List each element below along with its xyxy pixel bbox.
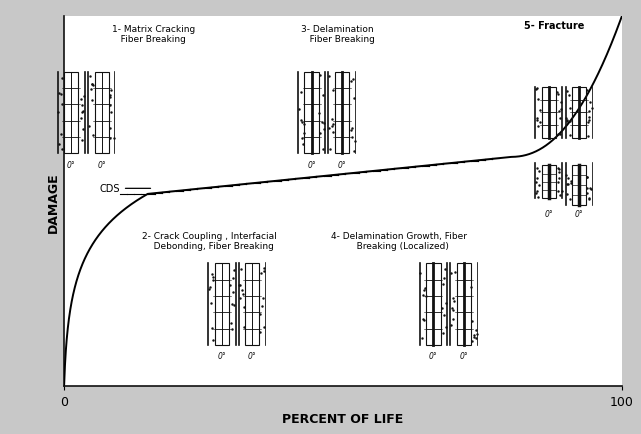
Bar xyxy=(335,72,349,154)
Text: 0°: 0° xyxy=(575,210,583,219)
Bar xyxy=(215,263,229,345)
Bar xyxy=(246,263,260,345)
Bar xyxy=(572,166,587,206)
Text: 0°: 0° xyxy=(460,352,468,361)
Bar xyxy=(426,263,440,345)
Text: 0°: 0° xyxy=(97,161,106,170)
Text: 0°: 0° xyxy=(67,161,76,170)
Text: 0°: 0° xyxy=(217,352,226,361)
Bar xyxy=(542,166,556,199)
Text: 0°: 0° xyxy=(307,161,316,170)
Text: 2- Crack Coupling , Interfacial
   Debonding, Fiber Breaking: 2- Crack Coupling , Interfacial Debondin… xyxy=(142,231,276,251)
Bar xyxy=(457,263,471,345)
Text: 0°: 0° xyxy=(248,352,256,361)
Text: 4- Delamination Growth, Fiber
   Breaking (Localized): 4- Delamination Growth, Fiber Breaking (… xyxy=(331,231,467,251)
Text: 5- Fracture: 5- Fracture xyxy=(524,21,585,31)
Bar xyxy=(572,87,587,139)
Text: 0°: 0° xyxy=(338,161,346,170)
Bar xyxy=(304,72,319,154)
Text: 3- Delamination
   Fiber Breaking: 3- Delamination Fiber Breaking xyxy=(301,25,375,44)
Text: 0°: 0° xyxy=(429,352,438,361)
Bar xyxy=(95,72,109,154)
Y-axis label: DAMAGE: DAMAGE xyxy=(47,171,60,232)
X-axis label: PERCENT OF LIFE: PERCENT OF LIFE xyxy=(282,412,404,425)
Text: 0°: 0° xyxy=(544,210,553,219)
Bar xyxy=(542,87,556,139)
Text: CDS: CDS xyxy=(99,184,151,194)
Text: 1- Matrix Cracking
   Fiber Breaking: 1- Matrix Cracking Fiber Breaking xyxy=(112,25,195,44)
Bar xyxy=(64,72,78,154)
